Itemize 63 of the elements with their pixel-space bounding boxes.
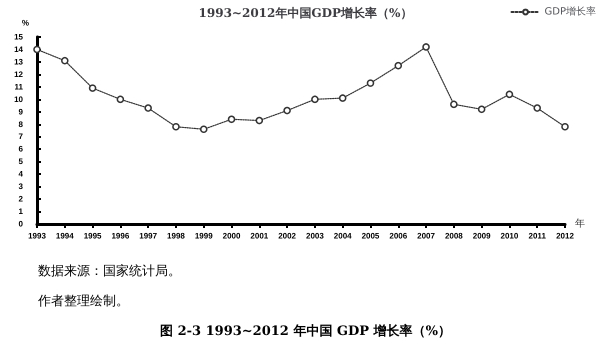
x-tick-label: 1994 [56, 232, 74, 240]
x-tick-label: 2000 [222, 232, 241, 240]
y-tick-label: 1 [18, 207, 24, 216]
y-tick-label: 4 [18, 170, 24, 179]
y-tick-label: 2 [18, 194, 24, 204]
point [61, 56, 69, 64]
y-tick-label: 11 [14, 82, 24, 92]
y-tick-label: 3 [18, 182, 24, 192]
x-tick-label: 1995 [84, 232, 102, 240]
x-tick-label: 2010 [500, 232, 519, 240]
point [338, 94, 346, 102]
caption: 图 2-3 1993~2012 年中国 GDP 增长率（%） [159, 322, 452, 340]
point [422, 43, 430, 51]
y-tick-label: 7 [18, 132, 24, 142]
x-tick-label: 1998 [167, 232, 186, 240]
point [88, 84, 96, 92]
y-tick-label: 14 [14, 44, 24, 54]
x-tick-label: 2009 [472, 232, 492, 240]
point [450, 100, 458, 108]
x-tick-label: 2002 [278, 232, 297, 240]
y-tick-label: 5 [18, 157, 24, 166]
x-tick-label: 1996 [111, 232, 130, 240]
chart-title: 1993~2012年中国GDP增长率（%） [198, 6, 412, 20]
text: 作者整理绘制。 [38, 293, 129, 310]
point [478, 106, 486, 114]
x-tick-label: 2003 [306, 232, 324, 240]
point [116, 96, 124, 104]
x-tick-label: 1993 [28, 232, 46, 240]
point [283, 106, 291, 114]
x-tick-label: 2006 [389, 232, 408, 240]
x-axis-title: 年 [575, 218, 585, 230]
x-tick-label: 1999 [194, 232, 214, 240]
x-tick-label: 2004 [334, 232, 352, 240]
x-tick-label: 1997 [139, 232, 158, 240]
legend-label: GDP增长率 [544, 6, 596, 18]
x-tick-label: 2005 [362, 232, 380, 240]
point [506, 90, 514, 98]
point [533, 104, 541, 112]
point [394, 62, 402, 70]
x-tick-label: 2007 [417, 232, 436, 240]
point [172, 123, 180, 131]
point [33, 46, 41, 54]
y-tick-label: 13 [14, 57, 24, 66]
x-tick-label: 2011 [528, 232, 546, 240]
point [200, 126, 208, 133]
y-tick-label: 8 [18, 120, 24, 129]
y-tick-label: 9 [18, 107, 24, 116]
point [256, 116, 264, 124]
y-tick-label: 0 [18, 220, 24, 228]
point [366, 79, 374, 87]
y-axis-title: % [22, 18, 29, 28]
y-tick-label: 10 [14, 94, 24, 104]
x-tick-label: 2008 [444, 232, 464, 240]
point [561, 123, 569, 131]
source-note: 数据来源：国家统计局。 [38, 263, 181, 280]
point [311, 96, 319, 104]
point [144, 104, 152, 112]
x-tick-label: 2001 [250, 232, 269, 240]
y-tick-label: 12 [14, 70, 24, 79]
y-tick-label: 6 [18, 144, 24, 154]
point [228, 116, 236, 124]
y-tick-label: 15 [14, 32, 24, 42]
x-tick-label: 2012 [556, 232, 574, 240]
